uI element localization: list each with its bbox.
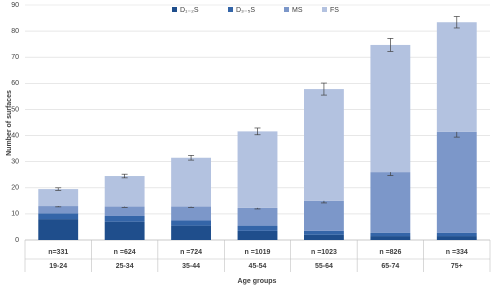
y-tick-label: 90 bbox=[11, 2, 19, 9]
error-bar bbox=[188, 155, 195, 161]
x-tick-label: 19-24 bbox=[49, 263, 67, 270]
bar-segment bbox=[370, 236, 411, 240]
x-tick-label: 55-64 bbox=[315, 263, 333, 270]
n-label: n =724 bbox=[180, 249, 202, 256]
bar-segment bbox=[370, 232, 411, 237]
bar-segment bbox=[370, 44, 411, 173]
legend-swatch bbox=[172, 7, 177, 12]
error-bar bbox=[453, 16, 460, 29]
error-bar bbox=[55, 187, 62, 191]
bar-segment bbox=[237, 131, 278, 208]
y-tick-label: 20 bbox=[11, 185, 19, 192]
error-bar bbox=[320, 82, 327, 96]
x-tick-label: 35-44 bbox=[182, 263, 200, 270]
bar-segment bbox=[436, 232, 477, 237]
y-tick-label: 80 bbox=[11, 28, 19, 35]
bar-segment bbox=[171, 225, 211, 240]
bar-segment bbox=[104, 176, 145, 207]
y-tick-label: 60 bbox=[11, 80, 19, 87]
error-bar bbox=[121, 173, 128, 179]
bar-segment bbox=[38, 213, 79, 220]
n-label: n =334 bbox=[446, 249, 468, 256]
bar-segment bbox=[104, 206, 145, 216]
y-tick-label: 0 bbox=[15, 237, 19, 244]
bar-segment bbox=[436, 131, 477, 233]
error-bar bbox=[387, 38, 394, 52]
legend-label: D₁₋₂S bbox=[180, 7, 199, 14]
n-label: n =1023 bbox=[311, 249, 337, 256]
legend-swatch bbox=[228, 7, 233, 12]
bar-segment bbox=[38, 219, 79, 240]
legend-label: FS bbox=[330, 7, 339, 14]
y-tick-label: 30 bbox=[11, 159, 19, 166]
x-tick-label: 45-54 bbox=[249, 263, 267, 270]
bar-segment bbox=[38, 189, 79, 207]
x-tick-label: 65-74 bbox=[381, 263, 399, 270]
bar-segment bbox=[171, 220, 211, 226]
error-bar bbox=[254, 127, 261, 136]
bar-segment bbox=[237, 230, 278, 240]
n-label: n =1019 bbox=[245, 249, 271, 256]
bar-segment bbox=[304, 200, 344, 231]
bar-segment bbox=[104, 215, 145, 222]
bar-segment bbox=[104, 221, 145, 240]
y-axis-label: Number of surfaces bbox=[6, 90, 13, 156]
x-tick-label: 25-34 bbox=[116, 263, 134, 270]
bar-segment bbox=[304, 234, 344, 240]
bar-segment bbox=[171, 206, 211, 221]
n-label: n =826 bbox=[379, 249, 401, 256]
bar-segment bbox=[237, 225, 278, 231]
bar-segment bbox=[370, 172, 411, 233]
bar-segment bbox=[436, 22, 477, 132]
y-tick-label: 70 bbox=[11, 54, 19, 61]
x-axis-label: Age groups bbox=[238, 278, 277, 285]
legend-label: D₃₋₅S bbox=[236, 7, 255, 14]
y-tick-label: 50 bbox=[11, 106, 19, 113]
legend-swatch bbox=[284, 7, 289, 12]
bar-segment bbox=[237, 207, 278, 226]
y-tick-label: 10 bbox=[11, 211, 19, 218]
bar-segment bbox=[171, 157, 211, 207]
bar-segment bbox=[38, 206, 79, 214]
x-tick-label: 75+ bbox=[451, 263, 463, 270]
legend-swatch bbox=[322, 7, 327, 12]
bar-segment bbox=[304, 89, 344, 201]
n-label: n=331 bbox=[48, 249, 68, 256]
y-tick-label: 40 bbox=[11, 132, 19, 139]
n-label: n =624 bbox=[114, 249, 136, 256]
bar-segment bbox=[304, 230, 344, 235]
bar-segment bbox=[436, 236, 477, 240]
legend-label: MS bbox=[292, 7, 303, 14]
